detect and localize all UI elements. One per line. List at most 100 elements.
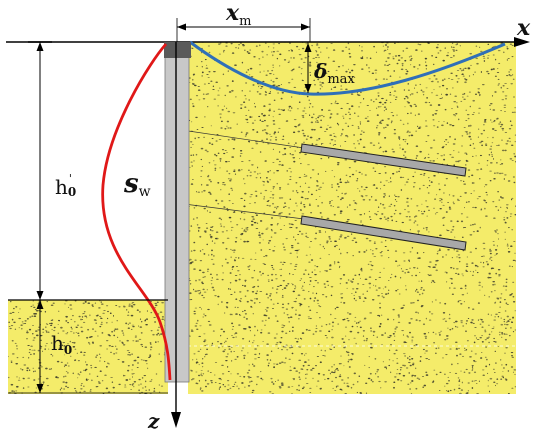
- soil-speckle: [201, 75, 203, 77]
- soil-speckle: [425, 317, 428, 320]
- soil-speckle: [148, 389, 151, 391]
- soil-speckle: [462, 68, 465, 70]
- soil-speckle: [346, 219, 350, 221]
- soil-speckle: [395, 171, 398, 173]
- soil-speckle: [239, 291, 242, 293]
- soil-speckle: [472, 155, 474, 157]
- soil-speckle: [442, 312, 446, 314]
- soil-speckle: [332, 372, 336, 374]
- soil-speckle: [153, 317, 156, 319]
- soil-speckle: [310, 116, 314, 119]
- soil-speckle: [76, 391, 78, 393]
- soil-speckle: [453, 203, 455, 205]
- soil-speckle: [358, 296, 361, 298]
- soil-speckle: [378, 287, 381, 289]
- soil-speckle: [509, 120, 512, 122]
- soil-speckle: [223, 205, 226, 207]
- soil-speckle: [315, 325, 318, 327]
- soil-speckle: [206, 73, 209, 75]
- soil-speckle: [355, 203, 358, 205]
- soil-speckle: [383, 267, 385, 269]
- soil-speckle: [127, 323, 129, 325]
- soil-speckle: [511, 266, 513, 268]
- soil-speckle: [282, 154, 285, 156]
- soil-speckle: [99, 370, 102, 373]
- soil-speckle: [410, 134, 414, 137]
- soil-speckle: [311, 129, 314, 131]
- soil-speckle: [190, 250, 193, 252]
- soil-speckle: [314, 330, 318, 333]
- soil-speckle: [498, 311, 501, 313]
- soil-speckle: [449, 93, 452, 95]
- soil-speckle: [409, 216, 411, 218]
- soil-speckle: [443, 158, 446, 161]
- soil-speckle: [295, 309, 298, 311]
- soil-speckle: [400, 369, 402, 371]
- soil-speckle: [65, 371, 68, 372]
- soil-speckle: [104, 374, 107, 376]
- soil-speckle: [382, 103, 384, 105]
- soil-speckle: [291, 107, 293, 109]
- soil-speckle: [477, 136, 479, 138]
- soil-speckle: [98, 382, 101, 384]
- soil-speckle: [200, 373, 202, 376]
- soil-speckle: [411, 339, 414, 341]
- soil-speckle: [498, 144, 500, 146]
- soil-speckle: [346, 180, 349, 182]
- soil-speckle: [129, 378, 131, 380]
- soil-speckle: [26, 330, 29, 332]
- soil-speckle: [243, 354, 246, 357]
- soil-speckle: [318, 229, 322, 232]
- soil-speckle: [70, 318, 73, 320]
- soil-speckle: [419, 272, 421, 273]
- soil-speckle: [252, 216, 255, 218]
- soil-speckle: [344, 393, 347, 394]
- soil-speckle: [416, 252, 419, 254]
- soil-speckle: [234, 306, 237, 308]
- soil-speckle: [268, 92, 271, 94]
- soil-speckle: [411, 363, 415, 366]
- soil-speckle: [384, 218, 388, 220]
- soil-speckle: [149, 354, 152, 356]
- soil-speckle: [328, 330, 331, 333]
- soil-speckle: [309, 114, 311, 117]
- soil-speckle: [231, 347, 233, 348]
- soil-speckle: [292, 131, 296, 134]
- soil-speckle: [428, 231, 430, 233]
- soil-speckle: [459, 195, 462, 197]
- soil-speckle: [191, 298, 193, 300]
- soil-speckle: [219, 386, 221, 388]
- soil-speckle: [314, 265, 316, 267]
- soil-speckle: [483, 129, 485, 132]
- soil-speckle: [433, 342, 435, 344]
- soil-speckle: [276, 182, 278, 185]
- soil-speckle: [127, 369, 130, 372]
- soil-speckle: [246, 300, 249, 303]
- soil-speckle: [437, 104, 441, 106]
- soil-speckle: [414, 215, 418, 217]
- soil-speckle: [449, 124, 452, 126]
- soil-speckle: [425, 200, 428, 202]
- soil-speckle: [277, 131, 279, 133]
- soil-speckle: [504, 378, 507, 380]
- soil-speckle: [492, 109, 496, 111]
- soil-speckle: [227, 178, 230, 180]
- soil-speckle: [465, 263, 469, 265]
- soil-speckle: [480, 261, 482, 263]
- soil-speckle: [444, 320, 448, 323]
- soil-speckle: [387, 249, 390, 252]
- soil-speckle: [442, 357, 444, 359]
- soil-speckle: [292, 330, 294, 332]
- soil-speckle: [294, 150, 296, 152]
- soil-speckle: [458, 257, 461, 259]
- soil-speckle: [511, 160, 514, 161]
- soil-speckle: [26, 369, 29, 372]
- soil-speckle: [331, 328, 333, 331]
- soil-speckle: [383, 216, 386, 218]
- soil-speckle: [269, 197, 272, 199]
- soil-speckle: [381, 295, 383, 297]
- soil-speckle: [31, 349, 33, 351]
- soil-speckle: [211, 253, 213, 256]
- soil-speckle: [464, 152, 467, 154]
- soil-speckle: [201, 60, 203, 63]
